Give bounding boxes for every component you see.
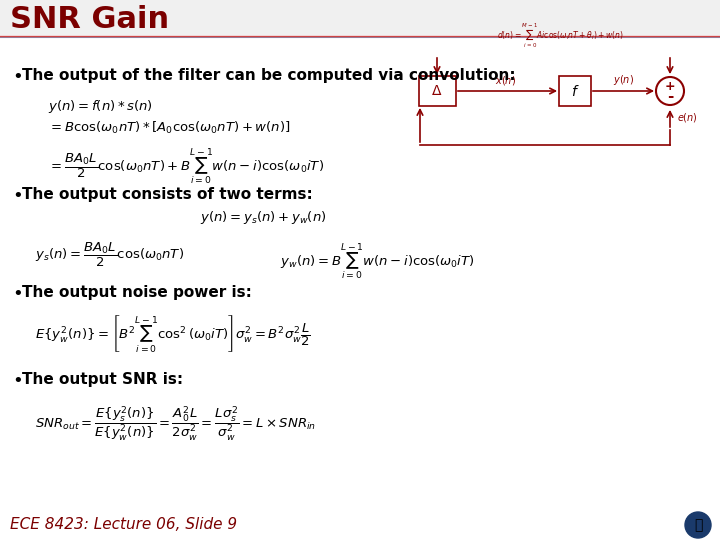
Text: 🌐: 🌐 bbox=[694, 518, 702, 532]
Text: $y_w(n) = B\sum_{i=0}^{L-1}w(n-i)\cos(\omega_0 iT)$: $y_w(n) = B\sum_{i=0}^{L-1}w(n-i)\cos(\o… bbox=[280, 241, 474, 282]
Text: $f$: $f$ bbox=[571, 84, 580, 98]
Text: The output SNR is:: The output SNR is: bbox=[22, 372, 183, 387]
Circle shape bbox=[685, 512, 711, 538]
Text: $y(n)$: $y(n)$ bbox=[613, 73, 634, 87]
Text: •: • bbox=[12, 285, 23, 303]
Text: The output noise power is:: The output noise power is: bbox=[22, 285, 252, 300]
Text: The output consists of two terms:: The output consists of two terms: bbox=[22, 187, 312, 202]
Text: ECE 8423: Lecture 06, Slide 9: ECE 8423: Lecture 06, Slide 9 bbox=[10, 517, 237, 532]
Text: +: + bbox=[665, 79, 675, 92]
Text: The output of the filter can be computed via convolution:: The output of the filter can be computed… bbox=[22, 68, 516, 83]
Text: SNR Gain: SNR Gain bbox=[10, 5, 169, 35]
FancyBboxPatch shape bbox=[559, 76, 591, 106]
Text: $y_s(n) = \dfrac{BA_0 L}{2}\cos(\omega_0 nT)$: $y_s(n) = \dfrac{BA_0 L}{2}\cos(\omega_0… bbox=[35, 241, 184, 269]
Text: $e(n)$: $e(n)$ bbox=[677, 111, 698, 124]
Text: $y(n) = f(n) * s(n)$: $y(n) = f(n) * s(n)$ bbox=[48, 98, 153, 115]
Text: •: • bbox=[12, 372, 23, 390]
Text: $\Delta$: $\Delta$ bbox=[431, 84, 443, 98]
Circle shape bbox=[656, 77, 684, 105]
FancyBboxPatch shape bbox=[419, 76, 456, 106]
Text: -: - bbox=[667, 89, 673, 104]
Text: $E\{y_w^2(n)\} = \left[B^2\sum_{i=0}^{L-1}\cos^2(\omega_0 iT)\right]\sigma_w^2 =: $E\{y_w^2(n)\} = \left[B^2\sum_{i=0}^{L-… bbox=[35, 313, 311, 354]
FancyBboxPatch shape bbox=[0, 0, 720, 35]
Text: •: • bbox=[12, 187, 23, 205]
Text: $x(n)$: $x(n)$ bbox=[495, 74, 516, 87]
Text: •: • bbox=[12, 68, 23, 86]
Text: $SNR_{out} = \dfrac{E\{y_s^2(n)\}}{E\{y_w^2(n)\}} = \dfrac{A_0^2 L}{2\sigma_w^2}: $SNR_{out} = \dfrac{E\{y_s^2(n)\}}{E\{y_… bbox=[35, 404, 316, 443]
Text: $y(n) = y_s(n) + y_w(n)$: $y(n) = y_s(n) + y_w(n)$ bbox=[200, 209, 327, 226]
Text: $= B\cos(\omega_0 nT)*[A_0\cos(\omega_0 nT)+w(n)]$: $= B\cos(\omega_0 nT)*[A_0\cos(\omega_0 … bbox=[48, 120, 291, 136]
Text: $d(n)=\sum_{i=0}^{M-1}Ai\cos(\omega_i nT+\theta_i)+w(n)$: $d(n)=\sum_{i=0}^{M-1}Ai\cos(\omega_i nT… bbox=[497, 22, 624, 50]
Text: $= \dfrac{BA_0 L}{2}\cos(\omega_0 nT)+B\sum_{i=0}^{L-1}w(n-i)\cos(\omega_0 iT)$: $= \dfrac{BA_0 L}{2}\cos(\omega_0 nT)+B\… bbox=[48, 146, 324, 187]
